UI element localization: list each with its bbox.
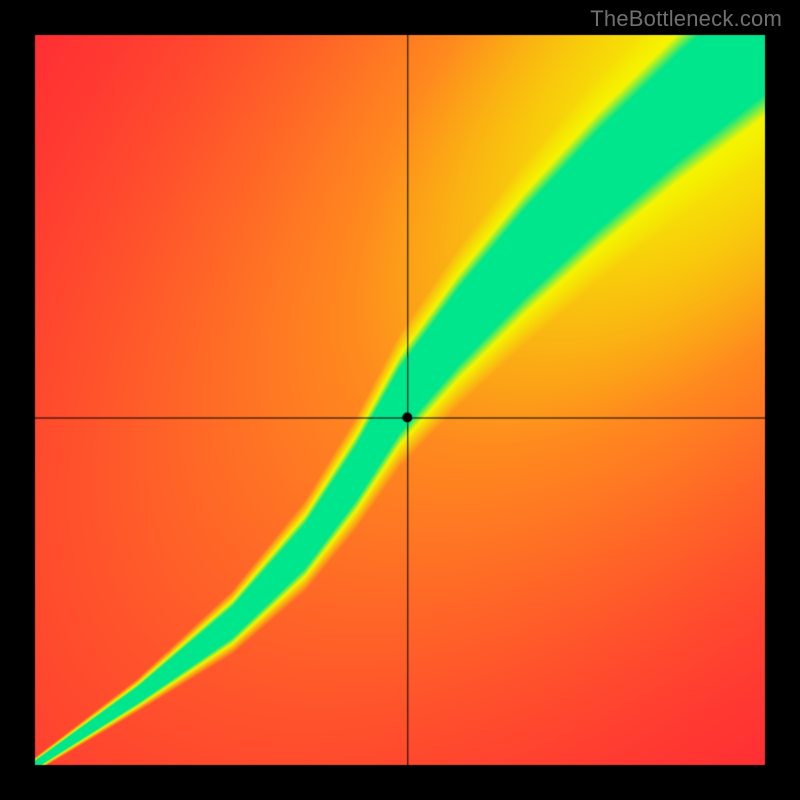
watermark-text: TheBottleneck.com [590,6,782,32]
bottleneck-heatmap [0,0,800,800]
